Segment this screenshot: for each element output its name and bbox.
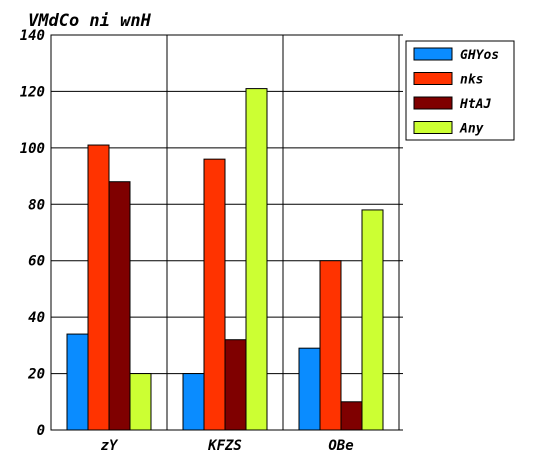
legend-swatch: [413, 72, 453, 85]
x-tick-label: KFZS: [207, 438, 242, 454]
bar-nks-OBe: [319, 260, 342, 431]
y-tick-label: 80: [28, 197, 45, 213]
x-tick-label: zY: [101, 438, 119, 454]
x-axis: zY KFZS OBe: [101, 438, 354, 454]
y-tick-label: 140: [20, 28, 45, 44]
chart-title: VMdCo ni wnH: [28, 11, 152, 31]
y-axis: 0 20 40 60 80 100 120 140: [20, 28, 403, 439]
bars: [66, 88, 384, 431]
bar-GHYos-zY: [66, 333, 89, 431]
bar-GHYos-OBe: [298, 347, 321, 431]
legend-swatch: [413, 121, 453, 134]
legend-label: HtAJ: [459, 97, 491, 112]
bar-nks-KFZS: [203, 158, 226, 431]
bar-GHYos-KFZS: [182, 373, 205, 431]
y-tick-label: 20: [27, 367, 45, 383]
bar-Any-OBe: [361, 209, 384, 431]
bar-HtAJ-OBe: [340, 401, 363, 431]
legend-swatch: [413, 96, 453, 110]
y-tick-label: 40: [28, 310, 45, 326]
y-tick-label: 60: [28, 254, 45, 270]
legend: GHYos nks HtAJ Any: [405, 40, 515, 141]
bar-nks-zY: [87, 144, 110, 431]
legend-label: GHYos: [460, 48, 499, 63]
plot-frame: [50, 34, 400, 431]
bar-HtAJ-KFZS: [224, 339, 247, 431]
x-tick-label: OBe: [328, 438, 353, 454]
bar-HtAJ-zY: [108, 181, 131, 431]
bar-Any-zY: [129, 373, 152, 431]
y-tick-label: 0: [37, 423, 45, 439]
y-tick-label: 100: [20, 141, 45, 157]
y-tick-label: 120: [20, 84, 45, 100]
bar-Any-KFZS: [245, 88, 268, 431]
legend-label: nks: [460, 73, 483, 88]
legend-swatch: [413, 47, 453, 61]
legend-label: Any: [459, 122, 484, 137]
